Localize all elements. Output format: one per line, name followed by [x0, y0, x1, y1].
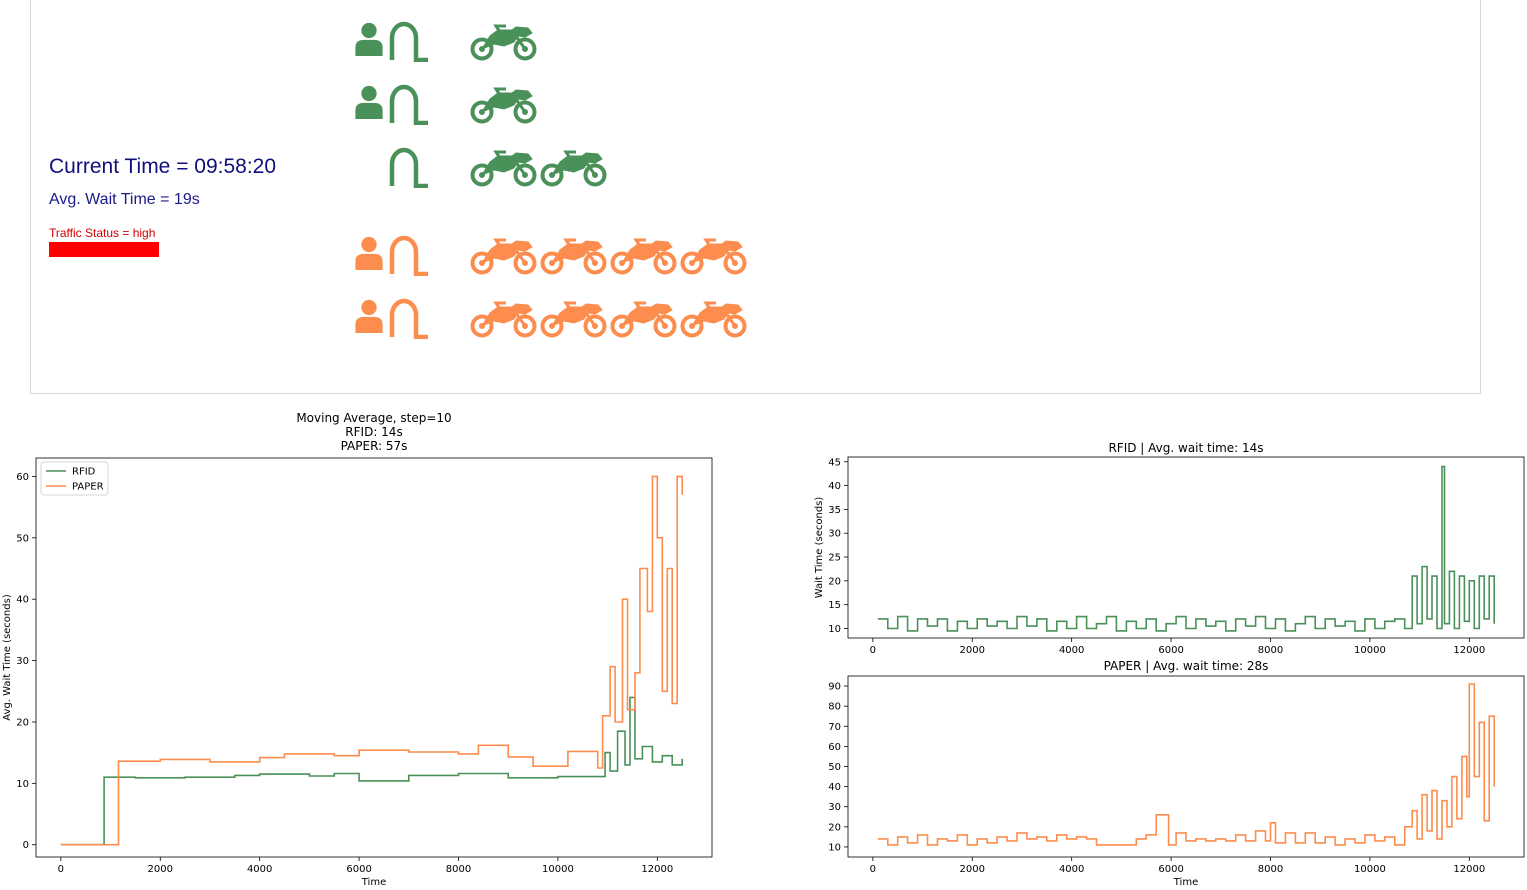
motorcycle-icon [470, 87, 537, 124]
avg-wait-time-label: Avg. Wait Time = 19s [49, 191, 200, 208]
chart-title: PAPER | Avg. wait time: 28s [1104, 659, 1269, 673]
dashboard-panel [30, 0, 1481, 394]
motorcycle-icon [470, 24, 537, 61]
x-tick-label: 12000 [1453, 645, 1485, 656]
x-tick-label: 10000 [1354, 864, 1386, 875]
chart-title: PAPER: 57s [341, 439, 408, 453]
lane-rfid-3 [392, 150, 607, 187]
toll-lanes [355, 0, 747, 396]
chart-title: RFID | Avg. wait time: 14s [1108, 441, 1263, 455]
x-tick-label: 2000 [960, 864, 985, 875]
person-icon [355, 22, 383, 56]
y-tick-label: 90 [828, 682, 841, 693]
x-tick-label: 6000 [1158, 645, 1183, 656]
x-tick-label: 12000 [1453, 864, 1485, 875]
x-tick-label: 0 [870, 864, 876, 875]
chart-title: Moving Average, step=10 [296, 411, 451, 425]
y-tick-label: 20 [828, 576, 841, 587]
lane-rfid-1 [355, 22, 537, 61]
gate-icon [392, 301, 428, 337]
motorcycle-icon [680, 301, 747, 338]
series-line-paper [877, 683, 1495, 846]
y-tick-label: 40 [16, 595, 29, 606]
x-tick-label: 10000 [1354, 645, 1386, 656]
lane-paper-5 [355, 299, 747, 338]
y-tick-label: 25 [828, 553, 841, 564]
x-tick-label: 12000 [641, 864, 673, 875]
gate-icon [392, 87, 428, 123]
gate-icon [392, 150, 428, 186]
y-tick-label: 10 [828, 842, 841, 853]
motorcycle-icon [540, 150, 607, 187]
series-line-rfid [877, 465, 1495, 632]
traffic-status-label: Traffic Status = high [49, 226, 156, 240]
plot-frame [35, 457, 713, 858]
x-tick-label: 0 [58, 864, 64, 875]
motorcycle-icon [540, 238, 607, 275]
y-tick-label: 20 [16, 717, 29, 728]
x-tick-label: 4000 [1059, 645, 1084, 656]
x-tick-label: 0 [870, 645, 876, 656]
y-axis-label: Wait Time (seconds) [814, 497, 825, 599]
motorcycle-icon [470, 301, 537, 338]
motorcycle-icon [470, 150, 537, 187]
legend: RFID PAPER [40, 461, 109, 496]
person-icon [355, 236, 383, 270]
y-tick-label: 30 [828, 802, 841, 813]
x-axis-label: Time [1173, 877, 1198, 888]
motorcycle-icon [680, 238, 747, 275]
gate-icon [392, 238, 428, 274]
x-tick-label: 4000 [247, 864, 272, 875]
series-line-rfid [60, 696, 683, 846]
x-tick-label: 8000 [1258, 864, 1283, 875]
chart-title: RFID: 14s [345, 425, 402, 439]
y-tick-label: 20 [828, 822, 841, 833]
y-tick-label: 15 [828, 600, 841, 611]
chart-2: RFID | Avg. wait time: 14s 0 2000 4000 6000 8… [814, 441, 1525, 656]
x-tick-label: 2000 [148, 864, 173, 875]
motorcycle-icon [610, 301, 677, 338]
y-tick-label: 10 [16, 779, 29, 790]
current-time-label: Current Time = 09:58:20 [49, 155, 277, 178]
y-tick-label: 30 [828, 529, 841, 540]
motorcycle-icon [610, 238, 677, 275]
legend-label: RFID [72, 467, 96, 478]
x-tick-label: 10000 [542, 864, 574, 875]
y-tick-label: 40 [828, 481, 841, 492]
y-tick-label: 50 [16, 533, 29, 544]
y-tick-label: 45 [828, 457, 841, 468]
series-line-paper [60, 475, 683, 846]
x-tick-label: 8000 [446, 864, 471, 875]
x-tick-label: 6000 [1158, 864, 1183, 875]
person-icon [355, 299, 383, 333]
y-tick-label: 0 [23, 840, 29, 851]
x-tick-label: 6000 [346, 864, 371, 875]
motorcycle-icon [540, 301, 607, 338]
y-tick-label: 60 [828, 742, 841, 753]
lane-rfid-2 [355, 85, 537, 124]
legend-label: PAPER [72, 482, 104, 493]
motorcycle-icon [470, 238, 537, 275]
x-axis-label: Time [361, 877, 386, 888]
y-axis-label: Avg. Wait Time (seconds) [2, 594, 13, 721]
traffic-status-bar [49, 242, 159, 257]
chart-3: PAPER | Avg. wait time: 28s 0 2000 4000 6000… [828, 659, 1525, 888]
y-tick-label: 70 [828, 722, 841, 733]
x-tick-label: 4000 [1059, 864, 1084, 875]
y-tick-label: 60 [16, 472, 29, 483]
y-tick-label: 50 [828, 762, 841, 773]
y-tick-label: 35 [828, 505, 841, 516]
y-tick-label: 30 [16, 656, 29, 667]
lane-paper-4 [355, 236, 747, 275]
y-tick-label: 10 [828, 624, 841, 635]
y-tick-label: 40 [828, 782, 841, 793]
y-tick-label: 80 [828, 702, 841, 713]
plot-frame [847, 456, 1525, 639]
person-icon [355, 85, 383, 119]
x-tick-label: 2000 [960, 645, 985, 656]
x-tick-label: 8000 [1258, 645, 1283, 656]
gate-icon [392, 24, 428, 60]
